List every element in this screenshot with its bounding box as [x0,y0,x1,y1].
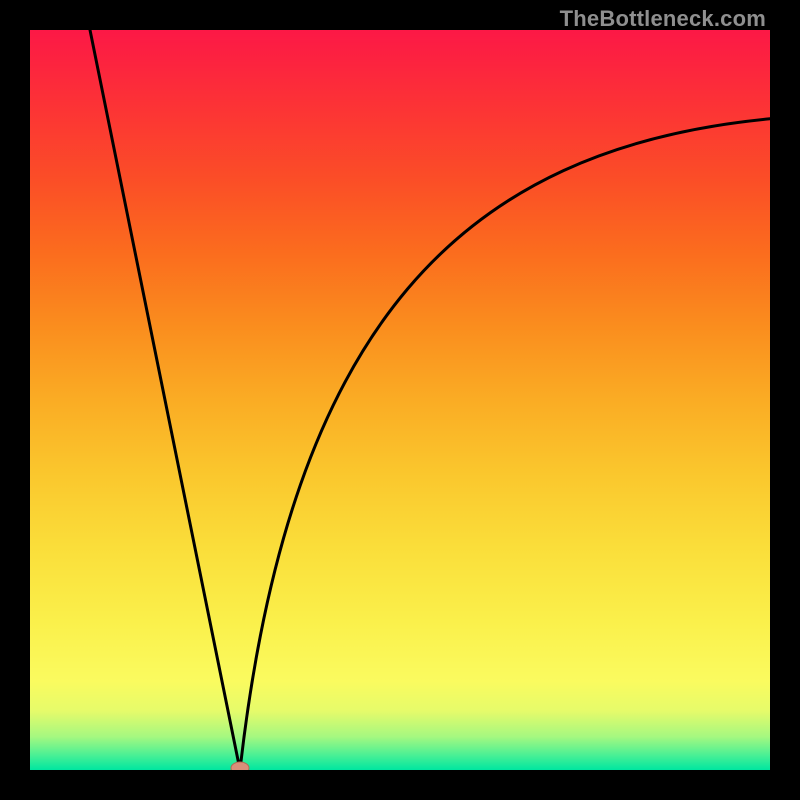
gradient-background [30,30,770,770]
optimum-marker [231,762,249,770]
plot-svg [30,30,770,770]
chart-root: TheBottleneck.com [0,0,800,800]
watermark-text: TheBottleneck.com [560,6,766,32]
plot-area [30,30,770,770]
